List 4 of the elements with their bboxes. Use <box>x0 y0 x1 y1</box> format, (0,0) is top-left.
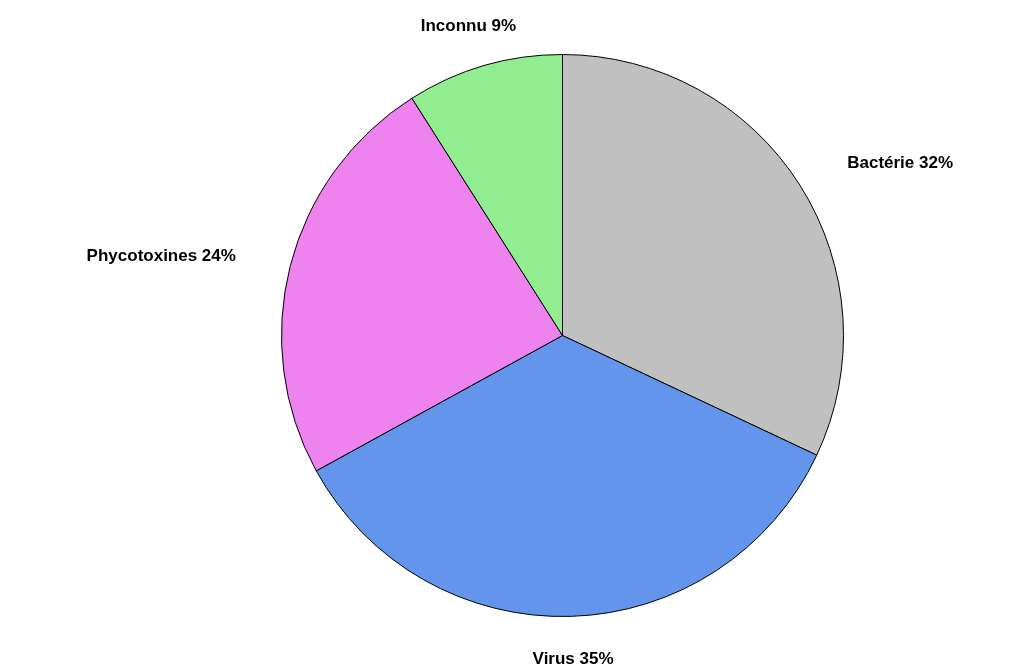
slice-label: Virus 35% <box>532 648 614 664</box>
slice-label: Bactérie 32% <box>847 152 954 172</box>
slice-label: Inconnu 9% <box>420 15 517 35</box>
slice-label: Phycotoxines 24% <box>86 245 236 265</box>
